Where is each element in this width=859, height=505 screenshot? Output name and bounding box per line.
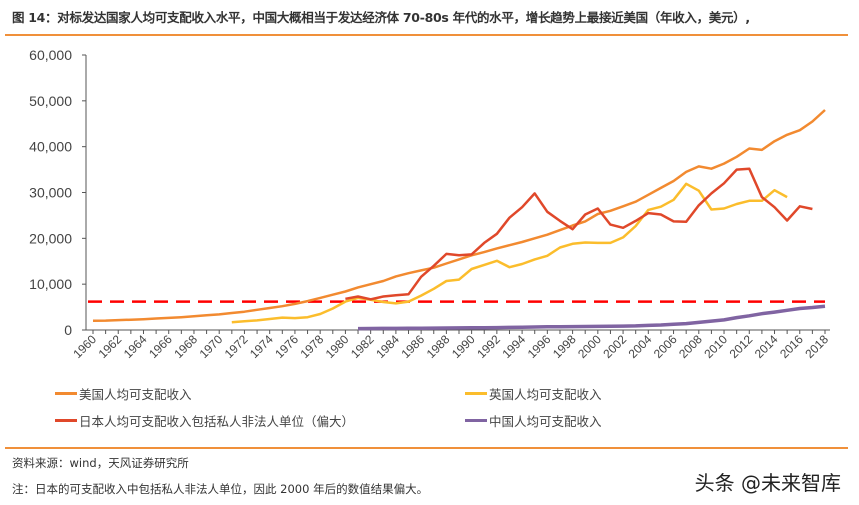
x-tick-label: 1976	[272, 332, 301, 361]
x-tick-label: 1964	[121, 332, 150, 361]
footer-divider	[5, 447, 848, 449]
line-chart: 0 10,000 20,000 30,000 40,000 50,000 60,000 196…	[29, 47, 831, 361]
legend-label: 日本人均可支配收入包括私人非法人单位（偏大）	[79, 414, 355, 429]
series-line-1	[231, 182, 788, 324]
x-tick-label: 2010	[701, 332, 730, 361]
x-tick-label: 1992	[474, 332, 503, 361]
y-tick-label: 30,000	[29, 185, 72, 201]
legend-swatch	[55, 392, 77, 395]
x-tick-label: 1980	[323, 332, 352, 361]
series-line-0	[92, 109, 826, 323]
legend-item-japan: 日本人均可支配收入包括私人非法人单位（偏大）	[55, 411, 354, 430]
x-tick-label: 2018	[802, 332, 831, 361]
x-tick-label: 1986	[398, 332, 427, 361]
series-line-3	[357, 304, 826, 331]
legend-item-uk: 英国人均可支配收入	[465, 384, 602, 403]
x-tick-label: 1970	[197, 332, 226, 361]
legend-label: 中国人均可支配收入	[489, 414, 602, 429]
figure-title: 图 14：对标发达国家人均可支配收入水平，中国大概相当于发达经济体 70-80s…	[12, 10, 750, 25]
y-tick-label: 60,000	[29, 47, 72, 63]
x-tick-label: 1972	[222, 332, 251, 361]
x-tick-label: 1990	[449, 332, 478, 361]
x-tick-label: 2000	[575, 332, 604, 361]
x-tick-label: 1998	[550, 332, 579, 361]
title-divider	[5, 34, 848, 36]
series-line-2	[345, 167, 813, 301]
legend-swatch	[465, 419, 487, 422]
x-tick-label: 1984	[373, 332, 402, 361]
x-tick-label: 2014	[752, 332, 781, 361]
y-tick-label: 40,000	[29, 139, 72, 155]
x-tick-label: 1974	[247, 332, 276, 361]
footnote: 注：日本的可支配收入中包括私人非法人单位，因此 2000 年后的数值结果偏大。	[12, 482, 429, 496]
x-tick-label: 1996	[525, 332, 554, 361]
x-tick-label: 1994	[499, 332, 528, 361]
x-tick-label: 1988	[424, 332, 453, 361]
x-tick-label: 2004	[626, 332, 655, 361]
legend-swatch	[55, 419, 77, 422]
legend-label: 英国人均可支配收入	[489, 387, 602, 402]
x-tick-label: 1978	[298, 332, 327, 361]
x-tick-label: 2008	[676, 332, 705, 361]
x-tick-label: 1966	[146, 332, 175, 361]
x-tick-label: 1962	[96, 332, 125, 361]
legend-swatch	[465, 392, 487, 395]
x-tick-label: 1968	[171, 332, 200, 361]
legend-item-china: 中国人均可支配收入	[465, 411, 602, 430]
x-tick-label: 2002	[600, 332, 629, 361]
y-tick-label: 0	[64, 322, 72, 338]
y-tick-label: 50,000	[29, 93, 72, 109]
y-tick-label: 10,000	[29, 276, 72, 292]
x-tick-label: 1982	[348, 332, 377, 361]
legend-label: 美国人均可支配收入	[79, 387, 192, 402]
x-tick-label: 2012	[727, 332, 756, 361]
y-tick-label: 20,000	[29, 230, 72, 246]
x-tick-label: 2016	[777, 332, 806, 361]
source-note: 资料来源：wind，天风证券研究所	[12, 456, 189, 470]
x-tick-label: 2006	[651, 332, 680, 361]
legend-item-us: 美国人均可支配收入	[55, 384, 192, 403]
watermark: 头条 @未来智库	[694, 471, 841, 495]
x-tick-label: 1960	[70, 332, 99, 361]
